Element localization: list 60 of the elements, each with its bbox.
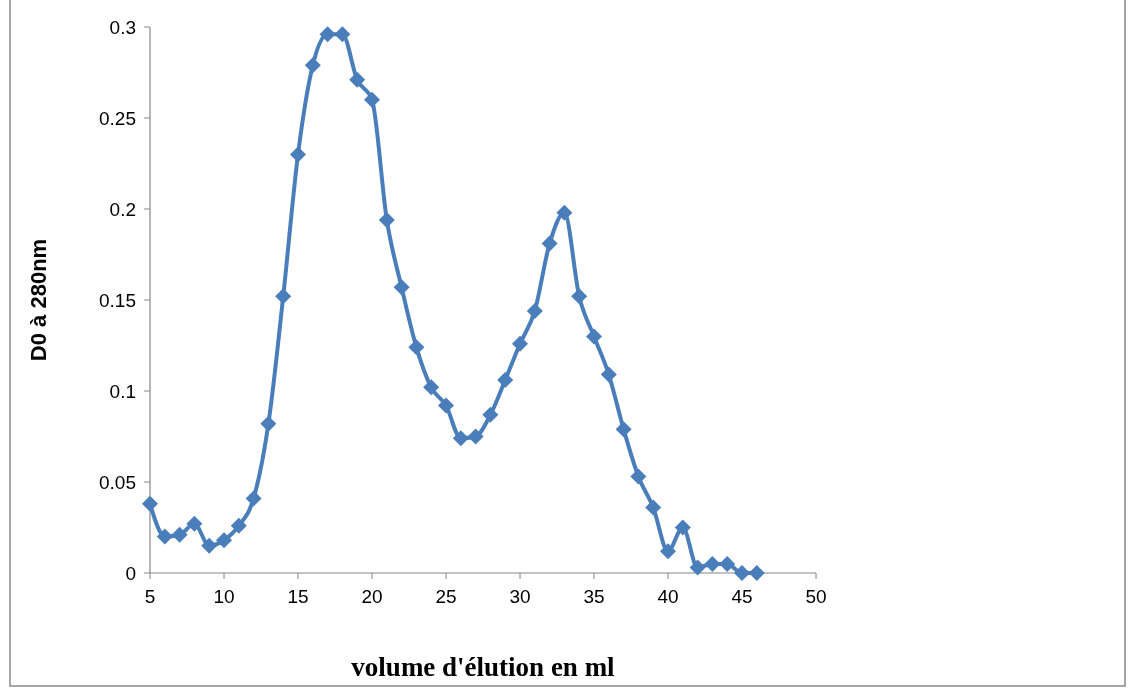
x-tick-label: 45 (731, 586, 753, 607)
point (378, 211, 395, 228)
point (304, 57, 321, 74)
point (423, 379, 440, 396)
y-tick-label: 0.1 (109, 380, 136, 402)
x-axis-title: volume d'élution en ml (351, 652, 616, 682)
point (497, 372, 514, 389)
point (393, 279, 410, 296)
point (674, 519, 691, 536)
x-tick-label: 50 (805, 586, 827, 607)
y-tick-label: 0 (125, 562, 136, 584)
x-tick-label: 35 (583, 586, 605, 607)
point (349, 71, 366, 88)
point (452, 430, 469, 447)
point (704, 555, 721, 572)
x-tick-label: 20 (361, 586, 383, 607)
point (600, 366, 617, 383)
point (556, 204, 573, 221)
point (290, 146, 306, 163)
point (216, 532, 232, 549)
point (156, 528, 173, 545)
x-tick-label: 10 (213, 586, 235, 607)
point (571, 288, 588, 305)
point (364, 91, 380, 108)
point (201, 537, 218, 554)
x-tick-label: 30 (509, 586, 531, 607)
point (186, 515, 203, 532)
y-tick-label: 0.2 (109, 198, 136, 220)
point (630, 468, 647, 485)
point (408, 339, 425, 356)
x-tick-label: 25 (435, 586, 457, 607)
x-tick-label: 15 (287, 586, 309, 607)
point (245, 490, 262, 507)
point (689, 559, 706, 576)
point (734, 565, 750, 581)
point (438, 397, 454, 414)
point (142, 495, 158, 512)
point (541, 235, 558, 252)
point (615, 421, 632, 438)
point (275, 288, 292, 305)
point (230, 517, 247, 534)
point (171, 526, 188, 543)
y-tick-label: 0.3 (109, 16, 136, 38)
y-tick-label: 0.15 (99, 289, 136, 311)
point (512, 335, 528, 352)
x-tick-label: 40 (657, 586, 679, 607)
y-tick-label: 0.25 (99, 107, 136, 129)
point (334, 26, 351, 43)
point (719, 555, 736, 572)
y-axis-title: D0 à 280nm (26, 238, 51, 362)
point (526, 302, 543, 319)
y-tick-label: 0.05 (99, 471, 136, 493)
point (482, 406, 499, 423)
point (660, 543, 676, 560)
point (319, 26, 336, 43)
point (260, 415, 277, 432)
point (645, 499, 662, 516)
point (586, 328, 602, 345)
x-tick-label: 5 (144, 586, 156, 607)
point (467, 428, 484, 445)
